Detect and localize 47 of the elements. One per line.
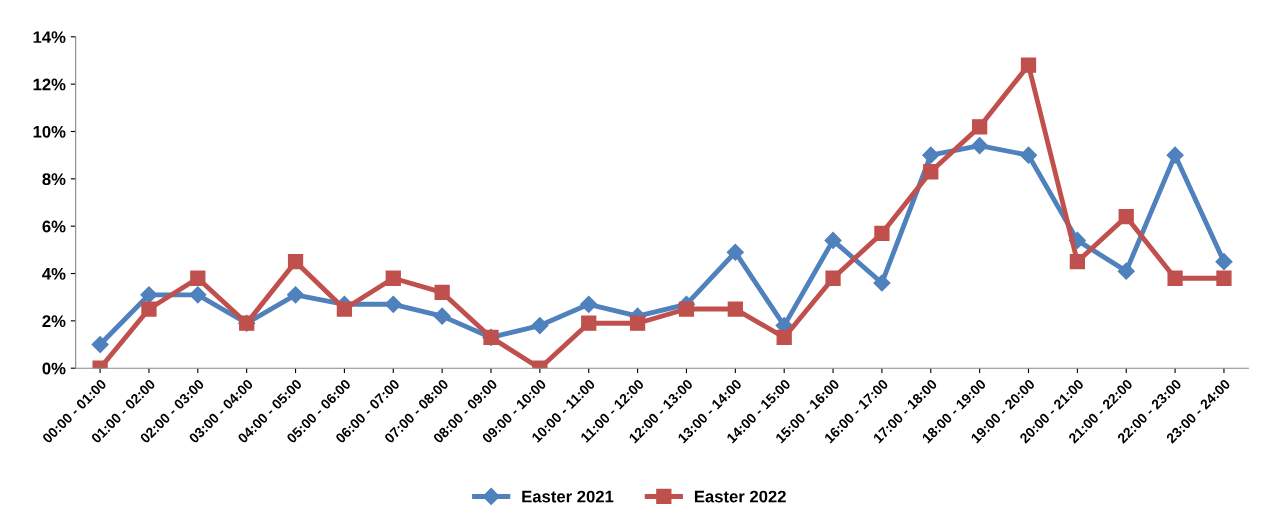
point xyxy=(1216,270,1232,286)
point xyxy=(971,137,989,155)
point xyxy=(1118,209,1134,225)
point xyxy=(726,243,744,261)
point xyxy=(433,307,451,325)
point xyxy=(189,286,207,304)
y-tick-label: 12% xyxy=(33,78,66,91)
legend-label: Easter 2022 xyxy=(694,490,786,503)
point xyxy=(1167,270,1183,286)
point xyxy=(385,270,401,286)
point xyxy=(923,164,939,180)
point xyxy=(581,315,597,331)
point xyxy=(384,295,402,313)
y-tick-label: 8% xyxy=(42,173,66,186)
point xyxy=(874,225,890,241)
y-tick-label: 6% xyxy=(42,220,66,233)
point xyxy=(678,301,695,317)
point xyxy=(434,284,450,301)
point xyxy=(580,295,598,313)
point xyxy=(1166,146,1184,164)
point xyxy=(286,286,305,304)
point xyxy=(287,254,304,270)
y-tick-label: 10% xyxy=(33,125,66,138)
point xyxy=(825,270,841,286)
point xyxy=(531,317,549,335)
point xyxy=(141,301,157,317)
point xyxy=(140,286,158,304)
y-tick-label: 2% xyxy=(42,315,66,328)
point xyxy=(629,315,646,331)
point xyxy=(91,335,109,354)
point xyxy=(1019,146,1038,164)
point xyxy=(190,270,206,286)
y-tick-label: 4% xyxy=(42,267,66,280)
y-tick-label: 14% xyxy=(33,31,66,43)
point xyxy=(1117,262,1135,280)
point xyxy=(971,119,988,135)
point xyxy=(1020,57,1037,73)
legend-label: Easter 2021 xyxy=(522,490,614,503)
point xyxy=(1215,253,1233,271)
point xyxy=(922,146,940,164)
point xyxy=(1069,254,1086,270)
point xyxy=(776,329,792,346)
point xyxy=(336,301,353,317)
point xyxy=(727,301,743,317)
point xyxy=(824,231,842,249)
point xyxy=(873,274,891,292)
y-tick-label: 0% xyxy=(42,362,66,375)
